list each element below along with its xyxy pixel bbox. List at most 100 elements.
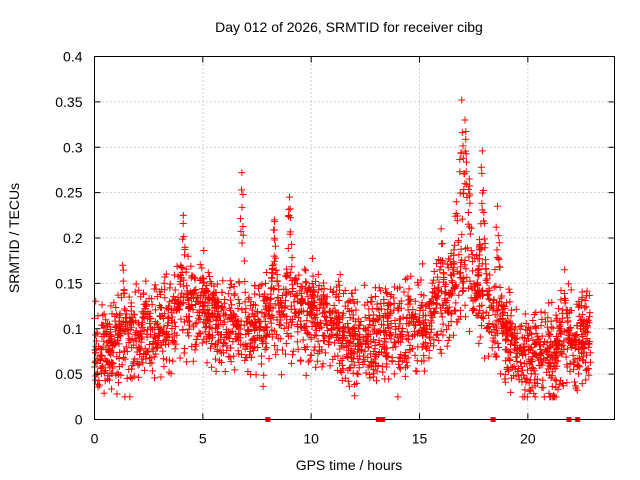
data-point: [581, 297, 589, 305]
data-point: [390, 306, 398, 314]
data-point: [520, 340, 528, 348]
data-point: [351, 286, 359, 294]
data-point: [217, 359, 225, 367]
data-point: [113, 311, 121, 319]
data-point: [425, 347, 433, 355]
data-point: [278, 371, 285, 379]
data-point: [480, 235, 488, 243]
data-point: [98, 363, 106, 371]
data-point: [311, 299, 319, 307]
data-point: [430, 336, 438, 344]
data-point: [94, 383, 102, 391]
data-point: [507, 363, 515, 371]
data-point: [381, 329, 389, 337]
data-point: [172, 306, 180, 314]
data-point: [170, 299, 178, 307]
data-point: [166, 284, 174, 292]
data-point: [413, 367, 421, 375]
data-point: [434, 330, 442, 338]
data-point: [271, 236, 279, 244]
data-point: [181, 251, 189, 259]
data-point: [185, 325, 193, 333]
data-point: [214, 337, 222, 345]
data-point: [150, 353, 158, 361]
data-point: [577, 316, 585, 324]
data-point: [463, 180, 471, 188]
data-point: [147, 354, 155, 362]
data-point: [267, 319, 275, 327]
data-point: [459, 279, 467, 287]
data-point: [365, 305, 373, 313]
data-point: [566, 324, 574, 332]
data-point: [252, 371, 260, 379]
data-point: [329, 287, 337, 295]
data-point: [165, 314, 173, 322]
data-point: [130, 359, 138, 367]
data-point: [528, 358, 536, 366]
data-point: [351, 381, 359, 389]
data-point: [153, 293, 161, 301]
y-tick-label: 0.25: [55, 185, 82, 201]
data-point: [511, 323, 519, 331]
data-point: [529, 316, 537, 324]
data-point: [178, 268, 186, 276]
data-point: [104, 322, 112, 330]
data-point: [240, 257, 248, 265]
data-point: [184, 329, 192, 337]
data-point: [352, 306, 360, 314]
data-point: [100, 389, 108, 397]
data-point: [378, 362, 386, 370]
data-point: [288, 254, 296, 262]
data-point: [306, 356, 314, 364]
data-point: [478, 199, 486, 207]
data-point: [512, 339, 520, 347]
data-point: [332, 293, 340, 301]
data-point: [295, 271, 303, 279]
data-point: [521, 386, 529, 394]
data-point: [448, 309, 456, 317]
data-point: [512, 353, 520, 361]
data-point: [218, 288, 226, 296]
data-point: [128, 344, 136, 352]
data-point: [505, 285, 513, 293]
data-point: [516, 323, 524, 331]
data-point: [138, 319, 146, 327]
data-point: [244, 326, 252, 334]
data-point: [542, 318, 550, 326]
data-point: [452, 307, 460, 315]
data-point: [485, 352, 493, 360]
data-point: [302, 323, 310, 331]
data-point: [390, 370, 398, 378]
data-point: [411, 351, 419, 359]
data-point: [250, 334, 258, 342]
data-point: [274, 282, 282, 290]
data-point: [540, 338, 548, 346]
data-point: [227, 315, 235, 323]
data-point: [315, 282, 323, 290]
data-point: [529, 349, 537, 357]
data-point: [464, 208, 472, 216]
data-point: [376, 341, 384, 349]
data-point: [108, 362, 116, 370]
data-point: [517, 359, 525, 367]
data-point: [566, 367, 574, 375]
data-point: [444, 337, 452, 344]
data-point: [209, 312, 217, 320]
data-point: [383, 344, 391, 352]
data-point: [394, 285, 402, 293]
data-point: [354, 354, 362, 362]
data-point: [221, 295, 229, 303]
data-point: [530, 341, 538, 349]
data-point: [425, 299, 433, 307]
data-point: [105, 359, 113, 367]
data-point: [291, 305, 299, 313]
data-point: [159, 355, 167, 363]
data-point: [99, 321, 107, 329]
data-point: [470, 306, 478, 314]
data-point: [249, 344, 257, 352]
data-point: [386, 301, 394, 309]
data-point: [339, 354, 347, 362]
data-point: [211, 355, 219, 363]
data-point: [297, 356, 305, 364]
data-point: [355, 359, 363, 367]
